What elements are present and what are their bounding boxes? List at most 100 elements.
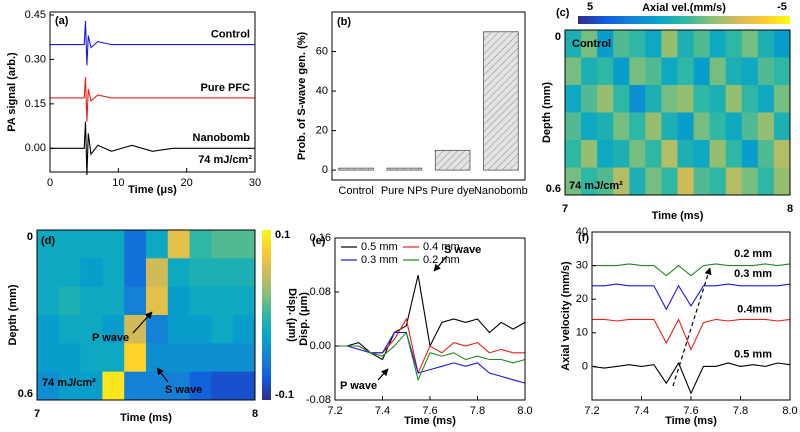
heat-cell [211, 258, 234, 288]
annotation: S wave [165, 384, 202, 396]
heat-cell [709, 57, 727, 86]
heat-cell [124, 286, 147, 316]
annotation: Control [572, 38, 611, 50]
x-tick-label: Control [338, 185, 373, 197]
y-tick-label: 0 [27, 231, 33, 243]
heat-cell [757, 112, 775, 141]
y-tick-label: 0.30 [25, 53, 46, 65]
legend-label: Pure PFC [200, 82, 250, 94]
colorbar-label: Axial vel.(mm/s) [642, 2, 726, 14]
y-axis-title: Disp. (μm) [298, 292, 310, 346]
y-tick-label: 0.6 [18, 388, 33, 400]
heat-cell [725, 85, 743, 113]
heat-cell [211, 230, 234, 259]
y-tick-label: 10 [576, 327, 588, 339]
heat-cell [645, 140, 662, 168]
heat-cell [677, 112, 695, 141]
heat-cell [741, 30, 759, 58]
heat-cell [102, 258, 125, 288]
heat-cell [80, 371, 103, 401]
y-axis-title: PA signal (arb.) [6, 52, 18, 132]
heat-cell [58, 371, 82, 401]
heat-cell [693, 140, 711, 168]
series-line [335, 331, 526, 384]
heat-cell [741, 85, 759, 113]
y-axis-title: Prob. of S-wave gen. (%) [296, 31, 308, 160]
y-tick-label: 0 [322, 164, 328, 176]
y-tick-label: 40 [576, 226, 588, 238]
heat-cell [757, 167, 775, 196]
heat-cell [189, 343, 212, 373]
y-tick-label: 0.6 [546, 183, 561, 195]
y-tick-label: 40 [316, 85, 328, 97]
heat-cell [565, 30, 582, 58]
heat-cell [146, 286, 169, 316]
heat-cell [725, 167, 743, 196]
annotation: P wave [340, 380, 377, 392]
heat-cell [773, 140, 791, 168]
heat-cell [581, 85, 598, 113]
y-tick-label: 0.16 [310, 232, 331, 244]
heat-cell [773, 57, 791, 86]
heat-cell [565, 57, 582, 86]
heat-cell [102, 315, 125, 344]
heat-cell [146, 343, 169, 373]
heat-cell [629, 112, 646, 141]
colorbar [262, 230, 271, 400]
x-tick-label: 7 [34, 408, 40, 420]
series-line [50, 20, 255, 66]
panel-label: (a) [55, 15, 69, 27]
heat-cell [725, 57, 743, 86]
heat-cell [167, 258, 191, 288]
y-tick-label: 0.08 [310, 286, 331, 298]
series-line [592, 263, 791, 277]
series-line [50, 77, 255, 122]
heat-cell [613, 85, 630, 113]
heat-cell [167, 286, 191, 316]
heat-cell [725, 30, 743, 58]
heat-cell [677, 140, 695, 168]
heat-cell [124, 371, 147, 401]
y-tick-label: 0 [582, 360, 588, 372]
heat-cell [693, 167, 711, 196]
heat-cell [741, 112, 759, 141]
series-line [592, 318, 791, 351]
heat-cell [233, 371, 256, 401]
heat-cell [661, 112, 678, 141]
heat-cell [709, 85, 727, 113]
panel-label: (d) [41, 235, 55, 247]
x-tick-label: 8 [787, 203, 793, 215]
annotation: S wave [444, 244, 481, 256]
heat-cell [211, 315, 234, 344]
heat-cell [677, 57, 695, 86]
heat-cell [146, 315, 169, 344]
heat-cell [597, 30, 614, 58]
heat-cell [709, 30, 727, 58]
heat-cell [102, 230, 125, 259]
heat-cell [565, 85, 582, 113]
heat-cell [613, 112, 630, 141]
heat-cell [661, 167, 678, 196]
heat-cell [677, 85, 695, 113]
x-tick-label: 30 [249, 177, 261, 189]
heat-cell [58, 258, 82, 288]
heat-cell [661, 140, 678, 168]
panel-label: (b) [337, 16, 351, 28]
y-tick-label: -0.08 [306, 394, 331, 406]
x-tick-label: Pure dye [431, 185, 475, 197]
heat-cell [645, 112, 662, 141]
heat-cell [80, 258, 103, 288]
heat-cell [80, 315, 103, 344]
y-tick-label: 20 [576, 293, 588, 305]
x-tick-label: 0 [47, 177, 53, 189]
y-tick-label: 0 [555, 31, 561, 43]
heat-cell [645, 85, 662, 113]
heat-cell [757, 30, 775, 58]
heat-cell [565, 112, 582, 141]
heat-cell [124, 315, 147, 344]
annotation: 74 mJ/cm² [42, 377, 96, 389]
colorbar-tick-label: -5 [777, 1, 787, 13]
series-line [591, 361, 791, 395]
plot-frame [564, 29, 791, 196]
heat-cell [757, 140, 775, 168]
